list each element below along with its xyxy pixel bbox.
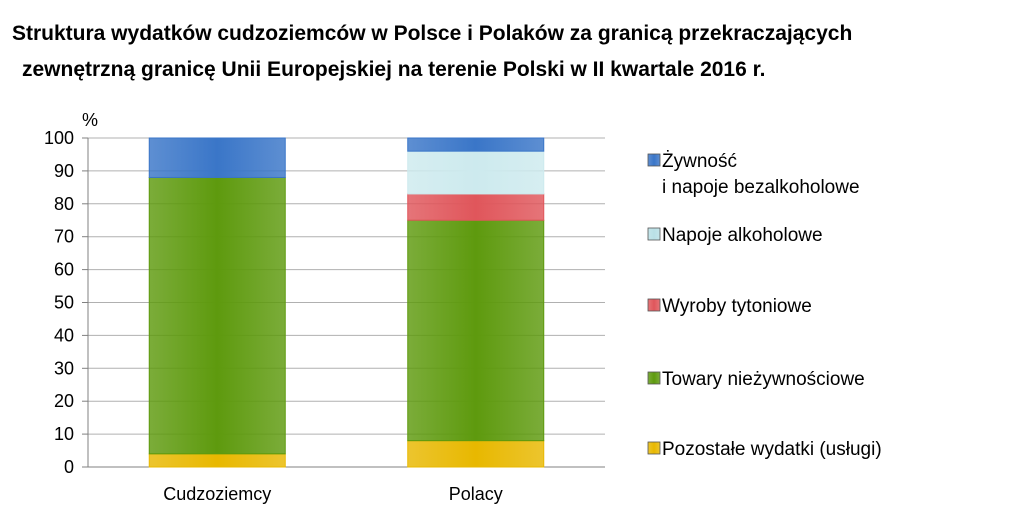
y-tick-label-60: 60 <box>54 260 74 280</box>
bar-segment-0-0 <box>148 453 286 468</box>
legend-label-2-0: Wyroby tytoniowe <box>662 296 812 317</box>
chart-title-line1: Struktura wydatków cudzoziemców w Polsce… <box>12 22 853 45</box>
y-tick-label-50: 50 <box>54 293 74 313</box>
legend-label-0-0: Żywność <box>662 151 737 172</box>
bar-segment-0-4 <box>148 137 286 178</box>
legend-label-4-0: Pozostałe wydatki (usługi) <box>662 439 882 460</box>
x-tick-label-0: Cudzoziemcy <box>163 484 271 504</box>
y-tick-label-100: 100 <box>44 128 74 148</box>
y-tick-label-70: 70 <box>54 227 74 247</box>
legend-label-0-1: i napoje bezalkoholowe <box>662 177 860 198</box>
x-tick-label-1: Polacy <box>449 484 503 504</box>
y-tick-label-10: 10 <box>54 424 74 444</box>
bar-segment-1-2 <box>407 193 545 221</box>
bar-segment-1-0 <box>407 440 545 468</box>
legend-swatch-0 <box>647 153 661 167</box>
y-tick-label-80: 80 <box>54 194 74 214</box>
bar-segment-1-3 <box>407 150 545 195</box>
bar-segment-0-1 <box>148 176 286 455</box>
legend-swatch-4 <box>647 441 661 455</box>
bar-segment-1-4 <box>407 137 545 152</box>
chart-title-line2: zewnętrzną granicę Unii Europejskiej na … <box>22 58 766 81</box>
y-tick-label-40: 40 <box>54 325 74 345</box>
legend-label-1-0: Napoje alkoholowe <box>662 225 823 246</box>
y-tick-label-30: 30 <box>54 358 74 378</box>
y-axis-unit-label: % <box>82 110 98 130</box>
legend-swatch-1 <box>647 227 661 241</box>
y-tick-label-20: 20 <box>54 391 74 411</box>
legend-swatch-3 <box>647 371 661 385</box>
bar-segment-1-1 <box>407 219 545 442</box>
y-tick-label-0: 0 <box>64 457 74 477</box>
legend-label-3-0: Towary nieżywnościowe <box>662 369 865 390</box>
legend-swatch-2 <box>647 298 661 312</box>
y-tick-label-90: 90 <box>54 161 74 181</box>
